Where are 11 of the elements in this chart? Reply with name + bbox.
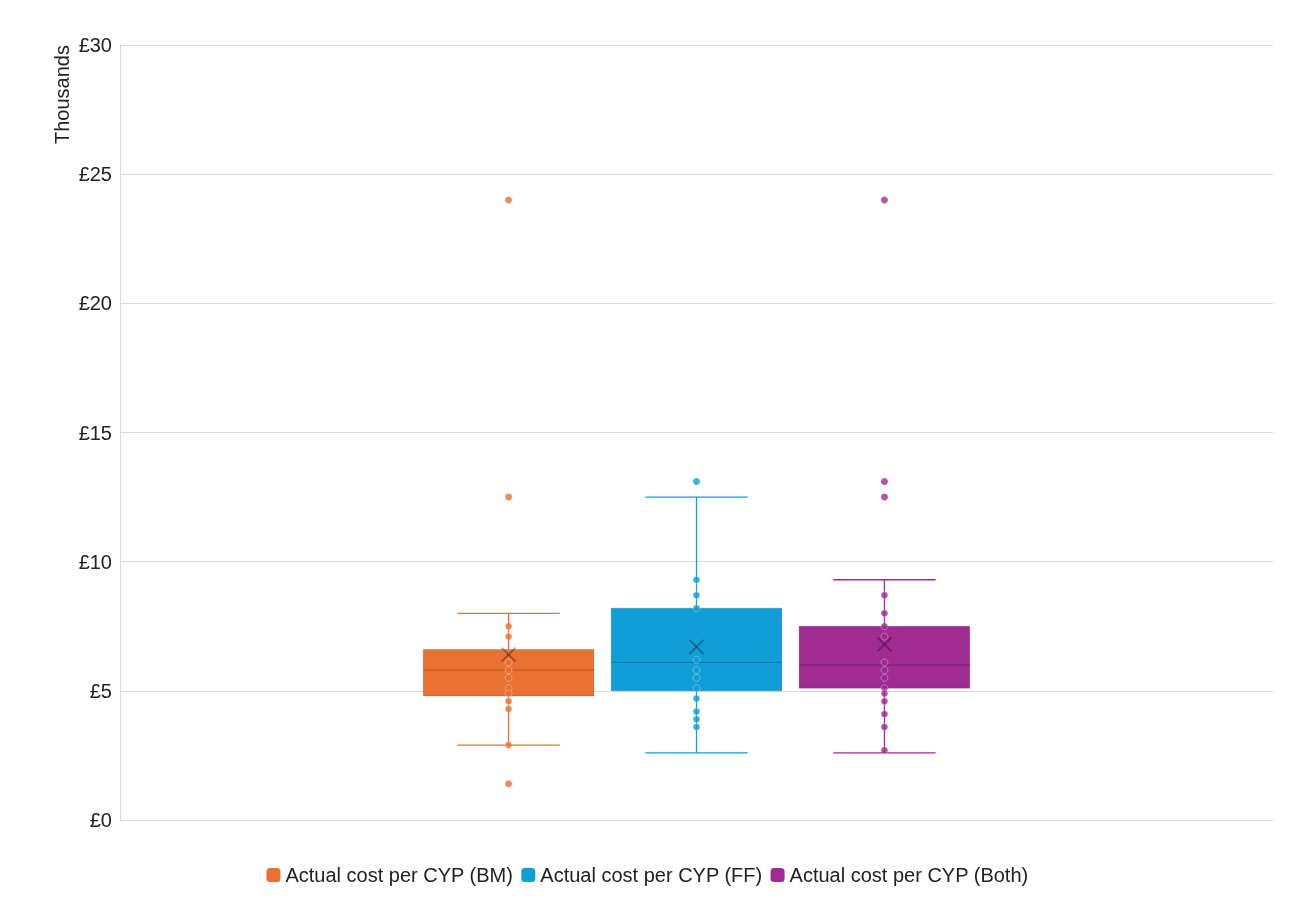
- y-tick-label: £5: [89, 679, 112, 702]
- y-tick-label: £15: [78, 421, 112, 444]
- y-tick-label: £20: [78, 292, 112, 315]
- legend-label: Actual cost per CYP (FF): [540, 864, 763, 886]
- y-tick-label: £30: [78, 34, 112, 56]
- y-axis-title: Thousands: [51, 45, 73, 144]
- y-tick-label: £25: [78, 163, 112, 186]
- legend-label: Actual cost per CYP (BM): [285, 864, 513, 886]
- y-tick-label: £10: [78, 550, 112, 573]
- legend-label: Actual cost per CYP (Both): [789, 864, 1029, 886]
- y-tick-label: £0: [89, 809, 112, 831]
